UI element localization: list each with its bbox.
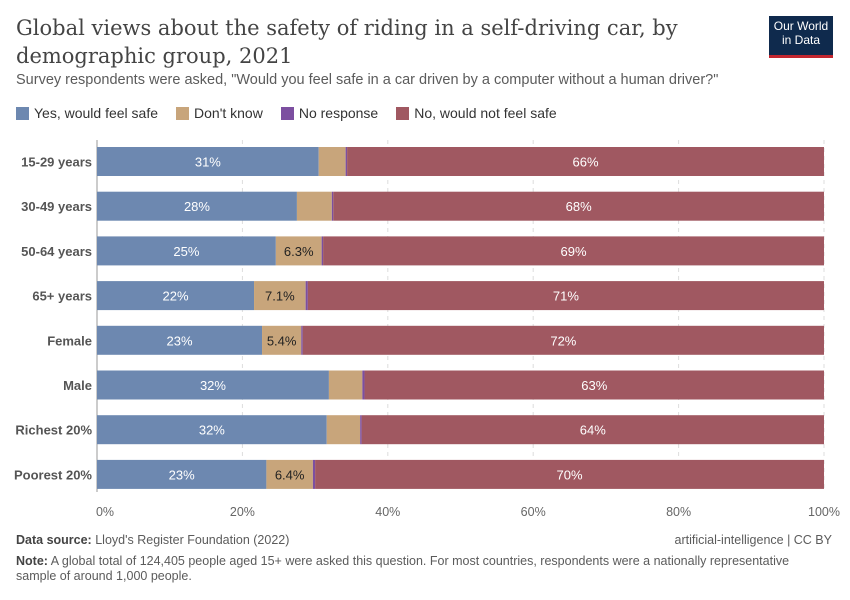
data-label: 66% [573,155,599,170]
data-label: 32% [199,423,225,438]
data-label: 31% [195,155,221,170]
license[interactable]: artificial-intelligence | CC BY [674,533,832,547]
bar-segment [97,281,255,311]
bar-segment [361,415,824,445]
bar-segment [312,459,316,489]
chart-subtitle: Survey respondents were asked, "Would yo… [16,72,719,88]
bar-segment [296,191,332,221]
bar-segment [266,459,313,489]
data-label: 64% [580,423,606,438]
bar-segment [97,236,276,266]
category-label: 65+ years [32,289,92,304]
owid-logo[interactable]: Our World in Data [769,16,833,58]
bar-segment [347,147,824,176]
data-label: 5.4% [267,333,297,348]
note-label: Note: [16,554,48,568]
legend-label: Yes, would feel safe [34,105,159,121]
data-label: 63% [581,378,607,393]
bar-segment [97,370,329,400]
category-label: 50-64 years [21,244,92,259]
bar-segment [360,415,362,445]
bar-segment [345,147,348,176]
bar-segment [326,415,361,445]
bar-segment [333,191,824,221]
data-label: 6.3% [284,244,314,259]
bar-segment [331,191,334,221]
chart-title: Global views about the safety of riding … [16,16,678,68]
bar-segment [97,147,319,176]
x-tick-label: 20% [230,505,255,519]
legend-swatch [16,106,29,120]
note: Note: A global total of 124,405 people a… [16,554,816,584]
bar-segment [328,370,363,400]
data-label: 6.4% [275,467,305,482]
category-label: Richest 20% [15,423,92,438]
x-tick-label: 100% [808,505,840,519]
bar-segment [364,370,824,400]
data-label: 68% [566,199,592,214]
data-label: 70% [557,467,583,482]
note-text: A global total of 124,405 people aged 15… [16,554,790,583]
bar-segment [315,459,824,489]
x-tick-label: 80% [666,505,691,519]
data-source: Data source: Lloyd's Register Foundation… [16,533,289,548]
legend: Yes, would feel safe Don't know No respons… [16,105,557,121]
source-label: Data source: [16,533,92,547]
data-label: 7.1% [265,289,295,304]
x-tick-label: 0% [96,505,114,519]
legend-swatch [176,106,190,120]
data-label: 23% [169,467,195,482]
bar-segment [97,191,297,221]
legend-swatch [280,106,294,120]
legend-label: No, would not feel safe [414,105,557,121]
category-label: 15-29 years [21,155,92,170]
bar-segment [301,325,303,355]
category-label: Poorest 20% [14,467,92,482]
data-label: 69% [561,244,587,259]
bar-segment [305,281,308,311]
x-tick-label: 60% [521,505,546,519]
bar-segment [97,415,327,445]
category-label: Male [63,378,92,393]
bar-segment [262,325,302,355]
x-tick-label: 40% [375,505,400,519]
bar-segment [323,236,824,266]
bar-segment [318,147,346,176]
bar-segment [254,281,306,311]
data-label: 28% [184,199,210,214]
bar-segment [302,325,825,355]
legend-item[interactable]: Yes, would feel safe [16,105,158,121]
legend-item[interactable]: No, would not feel safe [396,105,557,121]
bar-segment [275,236,322,266]
data-label: 71% [553,289,579,304]
bar-segment [321,236,324,266]
data-label: 32% [200,378,226,393]
legend-label: Don't know [194,105,263,121]
source-text: Lloyd's Register Foundation (2022) [95,533,290,547]
data-label: 22% [163,289,189,304]
category-label: 30-49 years [21,199,92,214]
legend-label: No response [298,105,379,121]
bar-segment [307,281,825,311]
legend-item[interactable]: Don't know [176,105,263,121]
bar-segment [97,459,267,489]
bar-segment [362,370,365,400]
data-label: 25% [173,244,199,259]
legend-item[interactable]: No response [280,105,379,121]
bar-segment [97,325,263,355]
data-label: 23% [166,333,192,348]
legend-swatch [396,106,410,120]
data-label: 72% [550,333,576,348]
category-label: Female [47,333,92,348]
